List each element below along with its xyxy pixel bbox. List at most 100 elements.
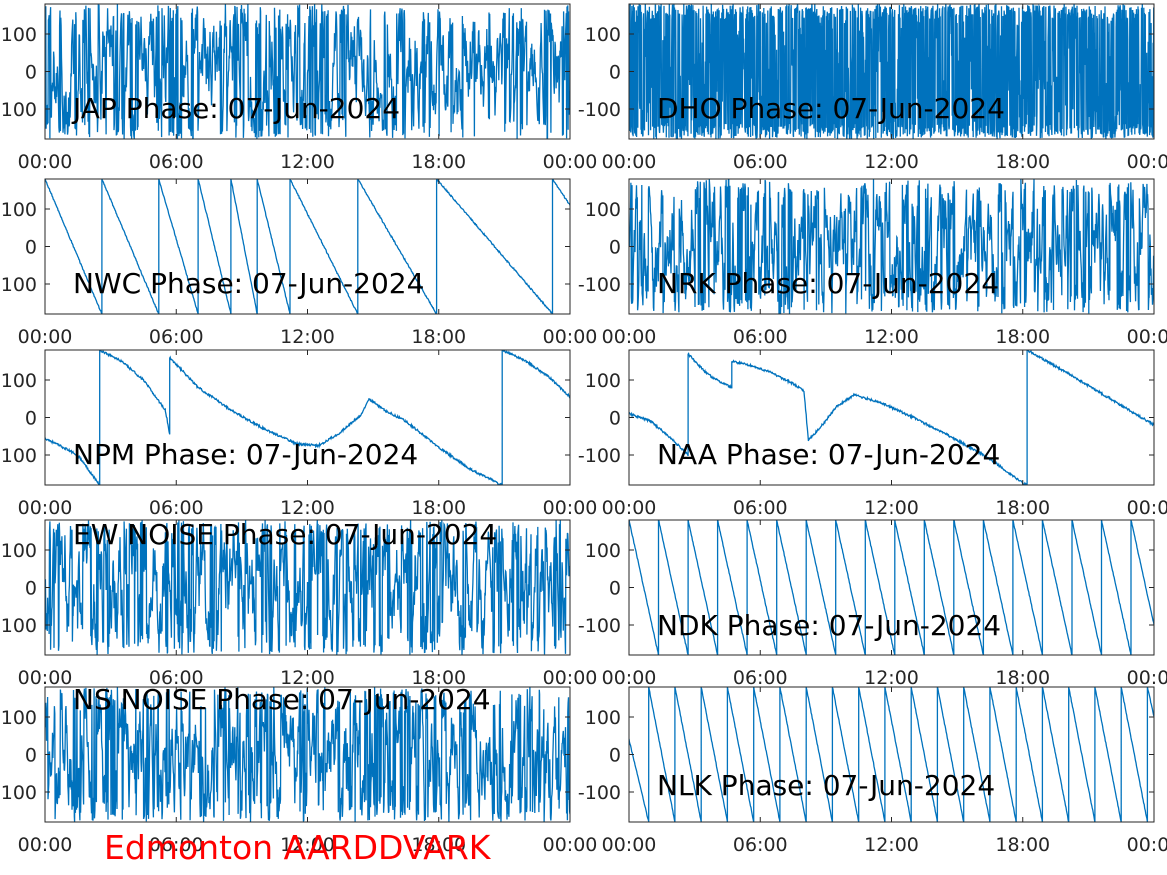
y-tick-label: 100 — [585, 370, 621, 392]
x-tick-label: 00:00 — [602, 151, 657, 173]
phase-series-line — [629, 179, 1154, 314]
x-tick-label: 06:00 — [149, 326, 204, 348]
panel-title: NDK Phase: 07-Jun-2024 — [657, 609, 1001, 642]
x-tick-label: 00:00 — [543, 497, 598, 519]
x-tick-label: 12:00 — [864, 667, 919, 689]
x-tick-label: 00:00 — [602, 326, 657, 348]
station-label: Edmonton AARDDVARK — [104, 828, 491, 867]
y-tick-label: -100 — [0, 274, 37, 296]
x-tick-label: 00:00 — [1127, 497, 1167, 519]
phase-series-line — [45, 350, 570, 485]
x-tick-label: 18:00 — [411, 667, 466, 689]
x-tick-label: 00:00 — [602, 667, 657, 689]
x-tick-label: 00:00 — [1127, 834, 1167, 856]
panel-title: EW NOISE Phase: 07-Jun-2024 — [73, 518, 497, 551]
panel-9: 100 0 -100 00:00 06:00 12:00 18:00 00:00 NS NOIS… — [0, 683, 597, 856]
phase-series-line — [45, 4, 570, 139]
panel-4: 100 0 -100 00:00 06:00 12:00 18:00 00:00 NRK Pha… — [578, 178, 1167, 348]
panel-title: NS NOISE Phase: 07-Jun-2024 — [73, 683, 491, 716]
x-tick-label: 00:00 — [1127, 326, 1167, 348]
x-tick-label: 06:00 — [149, 834, 204, 856]
x-tick-label: 00:00 — [18, 834, 73, 856]
y-tick-label: 0 — [609, 62, 621, 84]
x-tick-label: 00:00 — [602, 834, 657, 856]
phase-series-line — [45, 179, 570, 314]
y-tick-label: 0 — [609, 408, 621, 430]
x-tick-label: 18:00 — [411, 151, 466, 173]
x-tick-label: 12:00 — [280, 151, 335, 173]
x-tick-label: 00:00 — [18, 497, 73, 519]
x-tick-label: 18:00 — [995, 497, 1050, 519]
panel-1: 100 0 -100 00:00 06:00 12:00 18:00 00:00 JAP Pha… — [0, 3, 598, 173]
y-tick-label: 100 — [1, 199, 37, 221]
y-tick-label: 100 — [585, 199, 621, 221]
x-tick-label: 18:00 — [411, 497, 466, 519]
x-tick-label: 06:00 — [733, 834, 788, 856]
x-tick-label: 00:00 — [543, 326, 598, 348]
phase-series-line — [45, 520, 570, 655]
y-tick-label: -100 — [578, 99, 621, 121]
x-tick-label: 06:00 — [149, 667, 204, 689]
x-tick-label: 06:00 — [733, 151, 788, 173]
x-tick-label: 00:00 — [18, 667, 73, 689]
x-tick-label: 18:00 — [411, 326, 466, 348]
y-tick-label: 0 — [25, 745, 37, 767]
panel-7: 100 0 -100 00:00 06:00 12:00 18:00 00:00 EW NOIS… — [0, 518, 597, 689]
x-tick-label: 06:00 — [149, 497, 204, 519]
y-tick-label: 100 — [585, 707, 621, 729]
panel-5: 100 0 -100 00:00 06:00 12:00 18:00 00:00 NPM Pha… — [0, 349, 597, 519]
x-tick-label: 00:00 — [602, 497, 657, 519]
y-tick-label: -100 — [0, 445, 37, 467]
y-tick-label: 0 — [25, 408, 37, 430]
y-tick-label: 100 — [585, 540, 621, 562]
x-tick-label: 12:00 — [280, 497, 335, 519]
x-tick-label: 12:00 — [280, 834, 335, 856]
x-tick-label: 12:00 — [280, 667, 335, 689]
x-tick-label: 12:00 — [280, 326, 335, 348]
y-tick-label: 100 — [585, 24, 621, 46]
y-tick-label: 0 — [25, 62, 37, 84]
phase-series-line — [629, 520, 1154, 655]
x-tick-label: 18:00 — [995, 834, 1050, 856]
panel-2: 100 0 -100 00:00 06:00 12:00 18:00 00:00 DHO Pha… — [578, 3, 1167, 173]
panel-title: JAP Phase: 07-Jun-2024 — [71, 92, 400, 125]
x-tick-label: 00:00 — [1127, 667, 1167, 689]
phase-series-line — [629, 350, 1154, 485]
panel-title: NPM Phase: 07-Jun-2024 — [73, 438, 418, 471]
panel-10: 100 0 -100 00:00 06:00 12:00 18:00 00:00 NLK Pha… — [578, 686, 1167, 856]
y-tick-label: -100 — [578, 445, 621, 467]
phase-series-line — [629, 4, 1154, 139]
panel-title: NRK Phase: 07-Jun-2024 — [657, 267, 999, 300]
x-tick-label: 18:00 — [995, 151, 1050, 173]
panel-6: 100 0 -100 00:00 06:00 12:00 18:00 00:00 NAA Pha… — [578, 349, 1167, 519]
y-tick-label: -100 — [0, 782, 37, 804]
x-tick-label: 06:00 — [733, 326, 788, 348]
x-tick-label: 18:00 — [995, 667, 1050, 689]
y-tick-label: 0 — [25, 578, 37, 600]
y-tick-label: 100 — [1, 707, 37, 729]
y-tick-label: 0 — [609, 745, 621, 767]
x-tick-label: 00:00 — [1127, 151, 1167, 173]
phase-series-line — [629, 687, 1154, 822]
x-tick-label: 12:00 — [864, 151, 919, 173]
x-tick-label: 00:00 — [543, 667, 598, 689]
y-tick-label: 0 — [609, 237, 621, 259]
panel-title: DHO Phase: 07-Jun-2024 — [657, 92, 1005, 125]
panel-3: 100 0 -100 00:00 06:00 12:00 18:00 00:00 NWC Pha… — [0, 178, 597, 348]
x-tick-label: 00:00 — [543, 151, 598, 173]
x-tick-label: 00:00 — [543, 834, 598, 856]
x-tick-label: 00:00 — [18, 326, 73, 348]
x-tick-label: 06:00 — [733, 667, 788, 689]
phase-series-line — [45, 687, 570, 822]
panel-8: 100 0 -100 00:00 06:00 12:00 18:00 00:00 NDK Pha… — [578, 519, 1167, 689]
y-tick-label: -100 — [578, 615, 621, 637]
x-tick-label: 18:00 — [995, 326, 1050, 348]
x-tick-label: 06:00 — [149, 151, 204, 173]
y-tick-label: -100 — [0, 615, 37, 637]
y-tick-label: -100 — [0, 99, 37, 121]
y-tick-label: 100 — [1, 370, 37, 392]
y-tick-label: 0 — [609, 578, 621, 600]
x-tick-label: 12:00 — [864, 326, 919, 348]
y-tick-label: 0 — [25, 237, 37, 259]
